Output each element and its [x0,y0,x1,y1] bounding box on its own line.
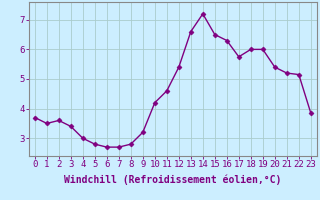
X-axis label: Windchill (Refroidissement éolien,°C): Windchill (Refroidissement éolien,°C) [64,175,282,185]
